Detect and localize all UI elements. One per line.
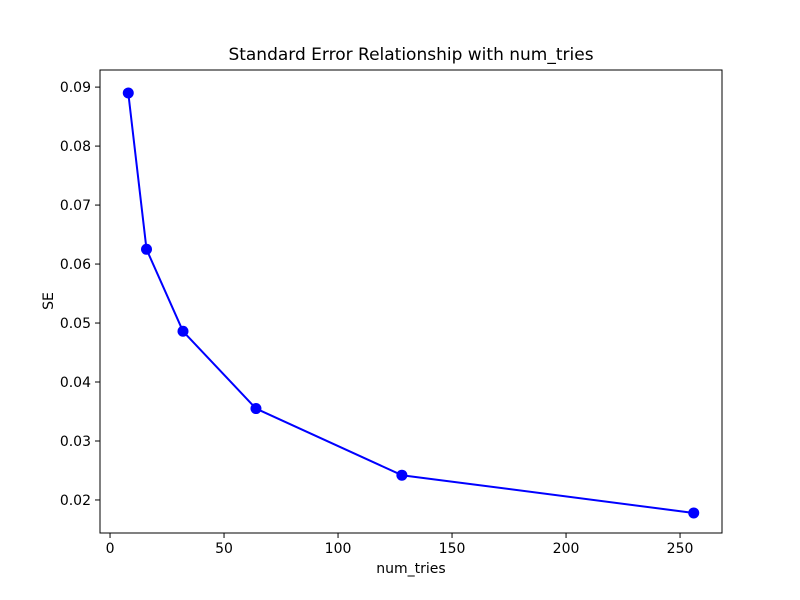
y-tick-label: 0.07 [60, 198, 91, 214]
y-tick-label: 0.02 [60, 493, 91, 509]
axes-spines [99, 69, 723, 534]
series-line [127, 92, 694, 514]
y-tick-label: 0.09 [60, 80, 91, 96]
y-tick-label: 0.05 [60, 316, 91, 332]
data-point-marker [250, 403, 262, 415]
data-point-marker [688, 507, 700, 519]
data-point-marker [177, 325, 189, 337]
x-tick-label: 200 [553, 541, 580, 557]
x-tick-label: 250 [667, 541, 694, 557]
y-tick-label: 0.06 [60, 257, 91, 273]
chart-title: Standard Error Relationship with num_tri… [228, 45, 594, 65]
y-tick-label: 0.03 [60, 434, 91, 450]
y-tick-label: 0.04 [60, 375, 91, 391]
y-tick-label: 0.08 [60, 139, 91, 155]
x-tick-label: 150 [439, 541, 466, 557]
x-axis-label: num_tries [376, 561, 446, 577]
data-point-marker [396, 469, 408, 481]
y-axis-label: SE [41, 292, 57, 310]
x-tick-label: 50 [215, 541, 233, 557]
data-point-marker [141, 243, 153, 255]
data-point-marker [122, 87, 134, 99]
x-tick-label: 0 [106, 541, 115, 557]
x-tick-label: 100 [325, 541, 352, 557]
